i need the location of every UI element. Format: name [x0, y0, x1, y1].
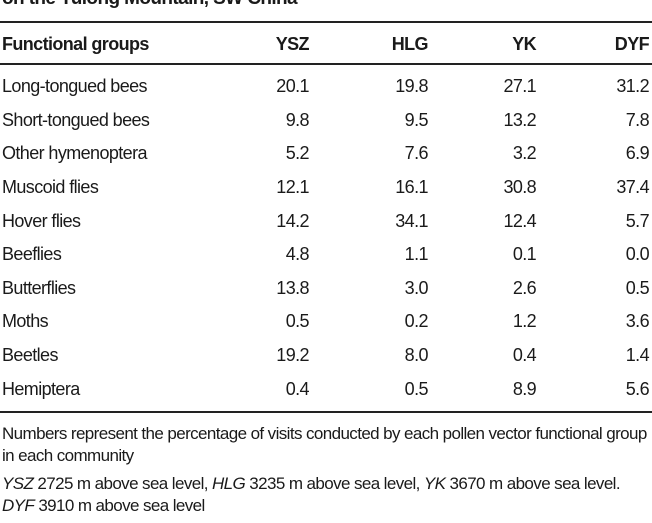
value-cell: 8.9 — [512, 378, 537, 399]
col-header-group: Functional groups — [2, 33, 149, 54]
value-cell: 13.2 — [503, 109, 537, 130]
value-cell: 1.1 — [404, 244, 429, 265]
value-cell: 5.7 — [625, 210, 650, 231]
value-cell: 3.6 — [625, 311, 650, 332]
group-name-cell: Muscoid flies — [2, 177, 99, 198]
table-row: Muscoid flies 12.1 16.1 30.8 37.4 — [0, 171, 652, 205]
value-cell: 6.9 — [625, 143, 650, 164]
group-name-cell: Butterflies — [2, 277, 76, 298]
value-cell: 34.1 — [395, 210, 428, 231]
col-header-dyf: DYF — [614, 33, 650, 54]
abbr: DYF — [2, 496, 35, 515]
abbr: YSZ — [2, 474, 34, 493]
value-cell: 4.8 — [285, 244, 310, 265]
group-name-cell: Long-tongued bees — [2, 76, 148, 97]
data-table: Functional groups YSZ HLG YK DYF Long-to… — [0, 24, 652, 406]
value-cell: 9.8 — [285, 109, 310, 130]
col-header-yk: YK — [512, 33, 537, 54]
value-cell: 12.4 — [503, 210, 537, 231]
value-cell: 7.8 — [625, 109, 650, 130]
value-cell: 31.2 — [616, 76, 649, 97]
table-row: Moths 0.5 0.2 1.2 3.6 — [0, 305, 652, 339]
value-cell: 37.4 — [616, 177, 649, 198]
table-row: Hover flies 14.2 34.1 12.4 5.7 — [0, 204, 652, 238]
group-name-cell: Beetles — [2, 345, 58, 366]
value-cell: 7.6 — [404, 143, 429, 164]
bottom-rule — [0, 411, 652, 413]
table-row: Short-tongued bees 9.8 9.5 13.2 7.8 — [0, 104, 652, 138]
group-name-cell: Short-tongued bees — [2, 109, 150, 130]
value-cell: 16.1 — [395, 177, 428, 198]
top-rule — [0, 21, 652, 23]
table-row: Long-tongued bees 20.1 19.8 27.1 31.2 — [0, 64, 652, 104]
table-row: Butterflies 13.8 3.0 2.6 0.5 — [0, 272, 652, 306]
group-name-cell: Hemiptera — [2, 378, 80, 399]
value-cell: 0.1 — [512, 244, 537, 265]
value-cell: 20.1 — [276, 76, 309, 97]
group-name-cell: Moths — [2, 311, 49, 332]
value-cell: 5.6 — [625, 378, 650, 399]
value-cell: 5.2 — [285, 143, 310, 164]
group-name-cell: Hover flies — [2, 210, 81, 231]
value-cell: 0.4 — [285, 378, 310, 399]
abbr-text: 2725 m above sea level, — [33, 474, 212, 493]
note-abbreviations: YSZ 2725 m above sea level, HLG 3235 m a… — [2, 473, 647, 517]
note-percentage: Numbers represent the percentage of visi… — [2, 424, 647, 465]
value-cell: 19.8 — [395, 76, 428, 97]
table-row: Other hymenoptera 5.2 7.6 3.2 6.9 — [0, 137, 652, 171]
value-cell: 8.0 — [404, 345, 429, 366]
value-cell: 19.2 — [276, 345, 309, 366]
abbr-text: 3235 m above sea level, — [245, 474, 424, 493]
value-cell: 3.2 — [512, 143, 537, 164]
value-cell: 2.6 — [512, 277, 537, 298]
value-cell: 30.8 — [503, 177, 537, 198]
group-name-cell: Beeflies — [2, 244, 62, 265]
value-cell: 0.2 — [404, 311, 429, 332]
value-cell: 1.4 — [625, 345, 650, 366]
value-cell: 13.8 — [276, 277, 309, 298]
abbr-text: 3670 m above sea level. — [445, 474, 620, 493]
col-header-ysz: YSZ — [275, 33, 310, 54]
table-title: on the Yulong Mountain, SW China — [2, 0, 298, 10]
col-header-hlg: HLG — [391, 33, 429, 54]
abbr: YK — [423, 474, 446, 493]
table-row: Beeflies 4.8 1.1 0.1 0.0 — [0, 238, 652, 272]
value-cell: 1.2 — [512, 311, 537, 332]
value-cell: 27.1 — [503, 76, 537, 97]
value-cell: 0.5 — [625, 277, 650, 298]
table-row: Hemiptera 0.4 0.5 8.9 5.6 — [0, 372, 652, 406]
abbr: HLG — [212, 474, 246, 493]
abbr-text: 3910 m above sea level — [34, 496, 205, 515]
value-cell: 9.5 — [404, 109, 429, 130]
value-cell: 0.4 — [512, 345, 537, 366]
value-cell: 14.2 — [276, 210, 309, 231]
group-name-cell: Other hymenoptera — [2, 143, 147, 164]
table-row: Beetles 19.2 8.0 0.4 1.4 — [0, 339, 652, 373]
value-cell: 0.5 — [404, 378, 429, 399]
value-cell: 3.0 — [404, 277, 429, 298]
header-row: Functional groups YSZ HLG YK DYF — [0, 24, 652, 64]
value-cell: 0.0 — [625, 244, 650, 265]
value-cell: 0.5 — [285, 311, 310, 332]
header-rule — [0, 63, 652, 65]
table-notes: Numbers represent the percentage of visi… — [2, 423, 647, 523]
value-cell: 12.1 — [276, 177, 309, 198]
